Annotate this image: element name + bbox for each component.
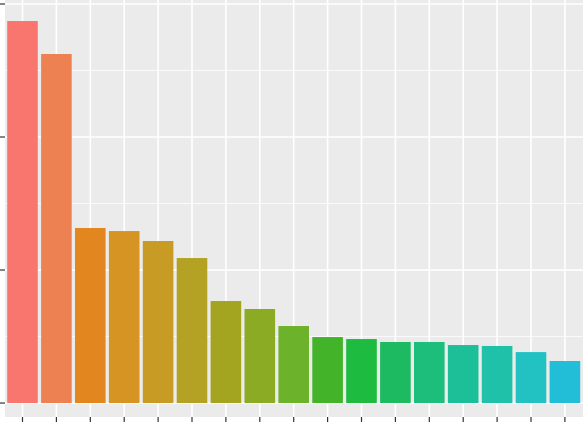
bar [278, 326, 309, 404]
bar [7, 21, 38, 404]
bar [515, 352, 547, 404]
bar [312, 337, 343, 404]
bar [549, 361, 581, 404]
bar [346, 339, 377, 404]
bar [176, 258, 208, 404]
bar [108, 231, 140, 404]
bar [414, 341, 445, 404]
bar [380, 341, 411, 404]
bar [481, 345, 513, 404]
bar [210, 301, 242, 404]
bar [75, 227, 106, 404]
bar [142, 241, 174, 404]
bar [447, 345, 479, 404]
bar [41, 54, 72, 404]
bar [244, 308, 276, 404]
